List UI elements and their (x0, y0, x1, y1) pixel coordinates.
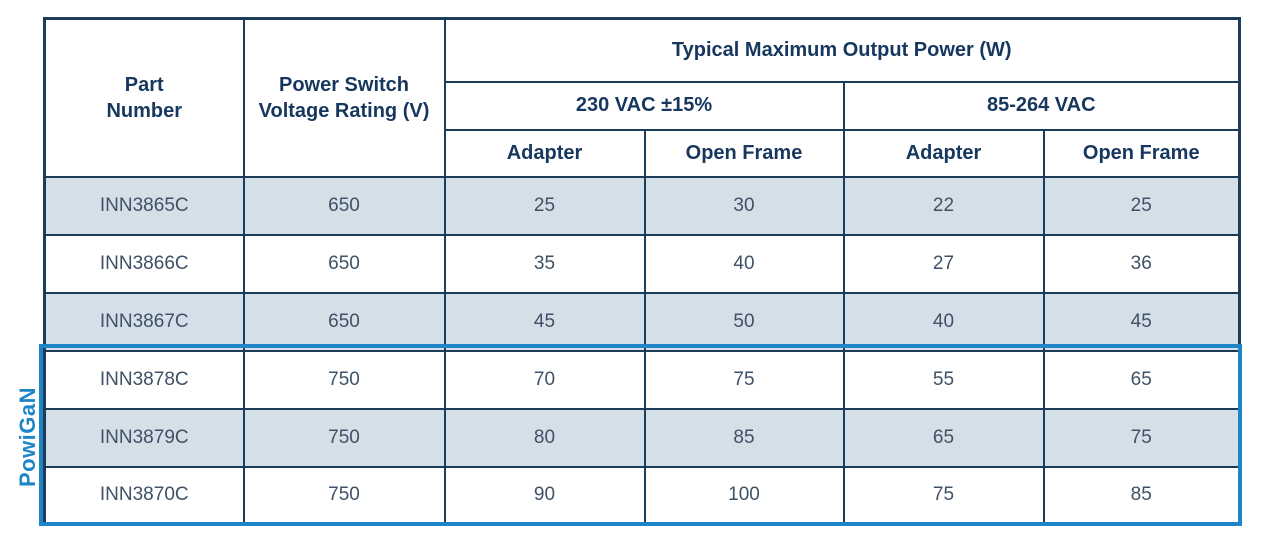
header-output-power-group: Typical Maximum Output Power (W) (443, 17, 1241, 83)
open-frame-230vac-cell: 85 (643, 407, 845, 468)
table-row-inn3870c: INN3870C 750 90 100 75 85 (43, 465, 1241, 526)
header-row-2: 230 VAC ±15% 85-264 VAC (45, 80, 1241, 131)
voltage-rating-cell: 750 (242, 349, 446, 410)
table-row-inn3866c: INN3866C 650 35 40 27 36 (43, 233, 1241, 294)
adapter-230vac-cell: 45 (443, 291, 646, 352)
adapter-85-264vac-cell: 22 (842, 175, 1045, 236)
voltage-rating-cell: 750 (242, 407, 446, 468)
open-frame-85-264vac-cell: 25 (1042, 175, 1241, 236)
part-number-cell: INN3866C (43, 233, 245, 294)
header-voltage-rating: Power Switch Voltage Rating (V) (242, 17, 446, 178)
open-frame-230vac-cell: 100 (643, 465, 845, 526)
adapter-85-264vac-cell: 65 (842, 407, 1045, 468)
powigan-vertical-label: PowiGaN (15, 386, 40, 488)
adapter-85-264vac-cell: 75 (842, 465, 1045, 526)
table-row-inn3879c: INN3879C 750 80 85 65 75 (43, 407, 1241, 468)
table-row-inn3867c: INN3867C 650 45 50 40 45 (43, 291, 1241, 352)
open-frame-85-264vac-cell: 75 (1042, 407, 1241, 468)
voltage-rating-cell: 650 (242, 175, 446, 236)
adapter-230vac-cell: 70 (443, 349, 646, 410)
header-open-frame-85-264vac: Open Frame (1042, 128, 1241, 178)
adapter-85-264vac-cell: 40 (842, 291, 1045, 352)
open-frame-85-264vac-cell: 36 (1042, 233, 1241, 294)
voltage-rating-cell: 750 (242, 465, 446, 526)
adapter-230vac-cell: 90 (443, 465, 646, 526)
adapter-230vac-cell: 25 (443, 175, 646, 236)
part-number-cell: INN3870C (43, 465, 245, 526)
header-open-frame-230vac: Open Frame (643, 128, 845, 178)
open-frame-230vac-cell: 40 (643, 233, 845, 294)
voltage-rating-cell: 650 (242, 233, 446, 294)
part-number-cell: INN3865C (43, 175, 245, 236)
part-number-cell: INN3879C (43, 407, 245, 468)
part-number-cell: INN3867C (43, 291, 245, 352)
table-row-inn3878c: INN3878C 750 70 75 55 65 (43, 349, 1241, 410)
output-power-table: Part Number Power Switch Voltage Rating … (43, 17, 1241, 526)
adapter-85-264vac-cell: 55 (842, 349, 1045, 410)
open-frame-85-264vac-cell: 65 (1042, 349, 1241, 410)
adapter-230vac-cell: 80 (443, 407, 646, 468)
adapter-230vac-cell: 35 (443, 233, 646, 294)
table-row-inn3865c: INN3865C 650 25 30 22 25 (43, 175, 1241, 236)
open-frame-230vac-cell: 75 (643, 349, 845, 410)
header-adapter-230vac: Adapter (443, 128, 646, 178)
voltage-rating-cell: 650 (242, 291, 446, 352)
header-row-3: Adapter Open Frame Adapter Open Frame (45, 128, 1241, 178)
part-number-cell: INN3878C (43, 349, 245, 410)
header-230vac-group: 230 VAC ±15% (443, 80, 845, 131)
header-part-number: Part Number (43, 17, 245, 178)
header-85-264vac-group: 85-264 VAC (842, 80, 1241, 131)
header-adapter-85-264vac: Adapter (842, 128, 1045, 178)
header-row-1: Part Number Power Switch Voltage Rating … (43, 17, 1241, 178)
open-frame-85-264vac-cell: 85 (1042, 465, 1241, 526)
open-frame-230vac-cell: 50 (643, 291, 845, 352)
open-frame-85-264vac-cell: 45 (1042, 291, 1241, 352)
open-frame-230vac-cell: 30 (643, 175, 845, 236)
adapter-85-264vac-cell: 27 (842, 233, 1045, 294)
